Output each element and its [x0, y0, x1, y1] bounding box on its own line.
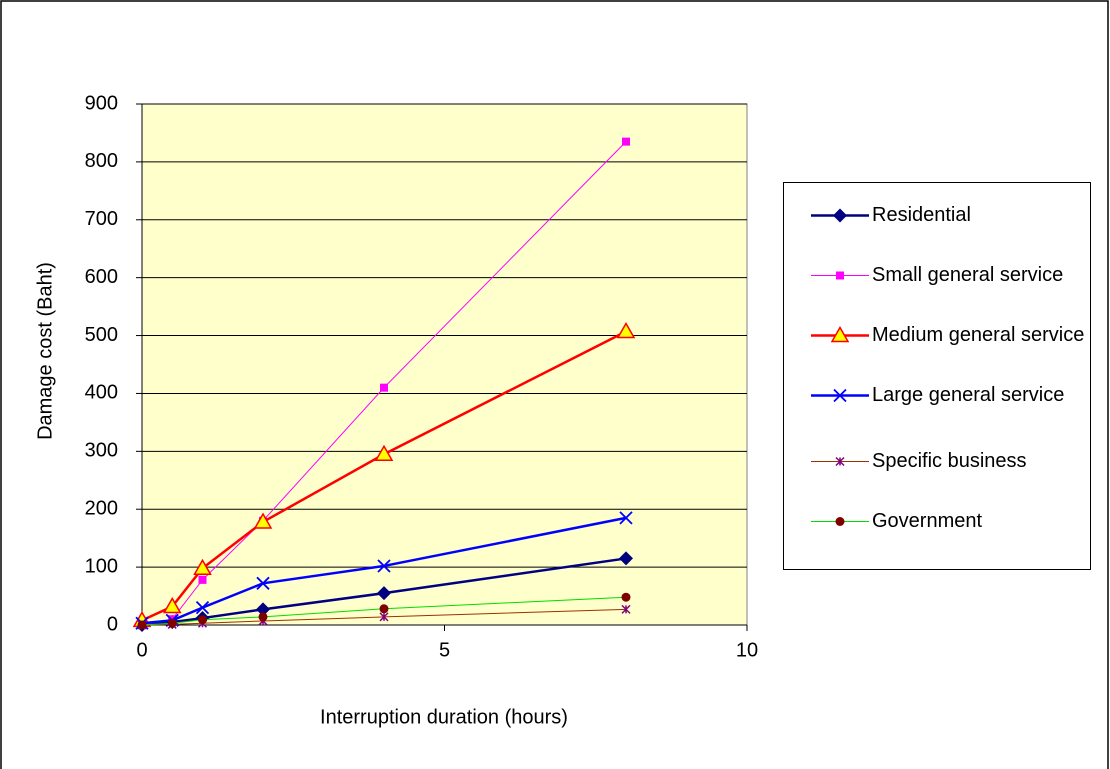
legend-label: Large general service	[872, 384, 1065, 406]
marker	[621, 604, 631, 614]
marker	[377, 559, 391, 573]
legend-label: Government	[872, 510, 983, 532]
marker	[377, 586, 391, 601]
x-tick-label: 0	[136, 640, 147, 662]
marker	[198, 575, 207, 584]
y-tick-label: 200	[85, 498, 118, 520]
y-tick-label: 500	[85, 324, 118, 346]
marker	[137, 620, 147, 630]
marker	[835, 517, 845, 526]
marker	[256, 576, 270, 590]
y-tick-label: 700	[85, 208, 118, 230]
legend-swatch	[811, 517, 869, 526]
marker	[379, 604, 389, 614]
legend-entry: Government	[784, 509, 1090, 534]
x-axis-label: Interruption duration (hours)	[320, 706, 568, 728]
series-line	[141, 596, 627, 626]
legend-swatch	[811, 325, 869, 343]
marker	[836, 271, 844, 280]
legend-swatch	[811, 271, 869, 280]
x-tick-label: 10	[736, 640, 758, 662]
legend-entry: Large general service	[784, 383, 1090, 408]
legend-label: Specific business	[872, 450, 1027, 472]
marker	[256, 602, 270, 617]
legend-entry: Residential	[784, 203, 1090, 228]
y-tick-label: 100	[85, 555, 118, 577]
marker	[374, 444, 394, 461]
legend-swatch	[811, 388, 869, 403]
y-tick-label: 900	[85, 92, 118, 114]
marker	[616, 321, 636, 339]
marker	[833, 208, 847, 223]
marker	[621, 592, 631, 602]
marker	[622, 137, 630, 146]
marker	[380, 383, 388, 392]
series-line	[141, 608, 627, 626]
legend-entry: Small general service	[784, 263, 1090, 288]
marker	[833, 388, 847, 403]
legend-swatch	[811, 456, 869, 467]
marker	[198, 615, 207, 625]
marker	[379, 612, 389, 622]
y-tick-label: 800	[85, 150, 118, 172]
y-tick-label: 0	[107, 613, 118, 635]
legend-entry: Specific business	[784, 449, 1090, 474]
plot-area	[141, 103, 748, 626]
legend-label: Residential	[872, 204, 971, 226]
x-tick-label: 5	[439, 640, 450, 662]
y-tick-label: 600	[85, 266, 118, 288]
y-tick-label: 300	[85, 440, 118, 462]
marker	[835, 456, 845, 467]
legend: Residential Small general service Medium g…	[783, 182, 1091, 570]
marker	[619, 551, 633, 566]
marker	[830, 325, 850, 343]
legend-swatch	[811, 208, 869, 223]
marker	[195, 600, 210, 615]
y-tick-label: 400	[85, 382, 118, 404]
marker	[619, 511, 633, 525]
marker	[167, 618, 177, 628]
marker	[253, 512, 273, 529]
legend-entry: Medium general service	[784, 323, 1090, 348]
marker	[193, 558, 212, 576]
marker	[162, 596, 182, 614]
y-axis-label: Damage cost (Baht)	[34, 262, 56, 440]
marker	[258, 612, 268, 622]
legend-label: Small general service	[872, 264, 1064, 286]
legend-label: Medium general service	[872, 324, 1085, 346]
series-line	[141, 516, 627, 625]
